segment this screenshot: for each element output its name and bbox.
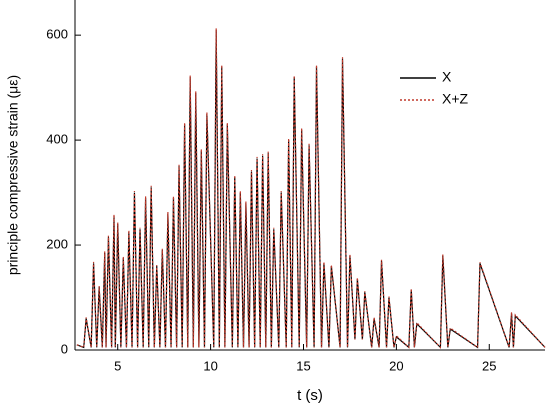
x-tick-label: 20 [389, 358, 403, 373]
y-tick-label: 400 [46, 132, 68, 147]
legend-label: X+Z [442, 91, 469, 107]
x-tick-label: 10 [203, 358, 217, 373]
y-tick-label: 0 [61, 341, 68, 356]
x-tick-label: 5 [114, 358, 121, 373]
y-axis-label: principle compressive strain (με) [5, 75, 21, 275]
legend-label: X [442, 69, 452, 85]
x-tick-label: 15 [296, 358, 310, 373]
series-line [76, 28, 546, 349]
series-line [76, 29, 546, 349]
x-tick-label: 25 [482, 358, 496, 373]
y-tick-label: 200 [46, 236, 68, 251]
x-axis-label: t (s) [297, 387, 323, 404]
y-tick-label: 600 [46, 27, 68, 42]
